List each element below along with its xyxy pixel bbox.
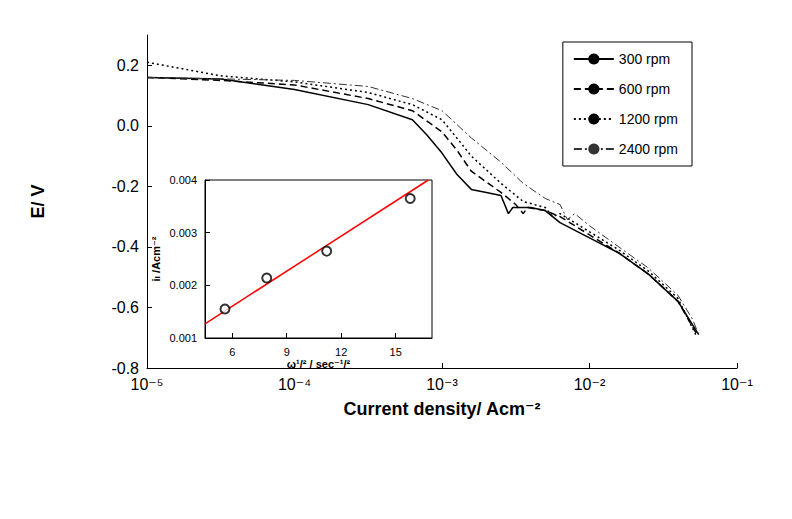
- svg-text:300 rpm: 300 rpm: [619, 51, 670, 67]
- svg-text:10⁻⁴: 10⁻⁴: [278, 376, 311, 393]
- svg-text:9: 9: [284, 346, 290, 358]
- svg-text:Current density/ Acm⁻²: Current density/ Acm⁻²: [344, 399, 541, 419]
- svg-text:ω¹/² / sec⁻¹/²: ω¹/² / sec⁻¹/²: [287, 358, 351, 370]
- svg-text:15: 15: [390, 346, 402, 358]
- svg-text:600 rpm: 600 rpm: [619, 81, 670, 97]
- svg-text:10⁻²: 10⁻²: [574, 376, 606, 393]
- svg-text:10⁻¹: 10⁻¹: [721, 376, 753, 393]
- svg-text:-0.8: -0.8: [111, 360, 139, 377]
- svg-text:0.003: 0.003: [169, 227, 197, 239]
- svg-text:0.002: 0.002: [169, 279, 197, 291]
- svg-text:iₗ /Acm⁻²: iₗ /Acm⁻²: [150, 236, 162, 281]
- svg-text:0.004: 0.004: [169, 174, 197, 186]
- svg-text:12: 12: [335, 346, 347, 358]
- svg-text:0.001: 0.001: [169, 332, 197, 344]
- svg-text:-0.4: -0.4: [111, 238, 139, 255]
- svg-text:-0.2: -0.2: [111, 178, 139, 195]
- svg-text:-0.6: -0.6: [111, 299, 139, 316]
- svg-text:6: 6: [229, 346, 235, 358]
- svg-text:1200 rpm: 1200 rpm: [619, 111, 678, 127]
- svg-text:0.0: 0.0: [117, 117, 139, 134]
- svg-text:E/ V: E/ V: [28, 184, 48, 218]
- svg-text:10⁻³: 10⁻³: [426, 376, 458, 393]
- svg-text:0.2: 0.2: [117, 57, 139, 74]
- svg-text:10⁻⁵: 10⁻⁵: [131, 376, 164, 393]
- svg-text:2400 rpm: 2400 rpm: [619, 141, 678, 157]
